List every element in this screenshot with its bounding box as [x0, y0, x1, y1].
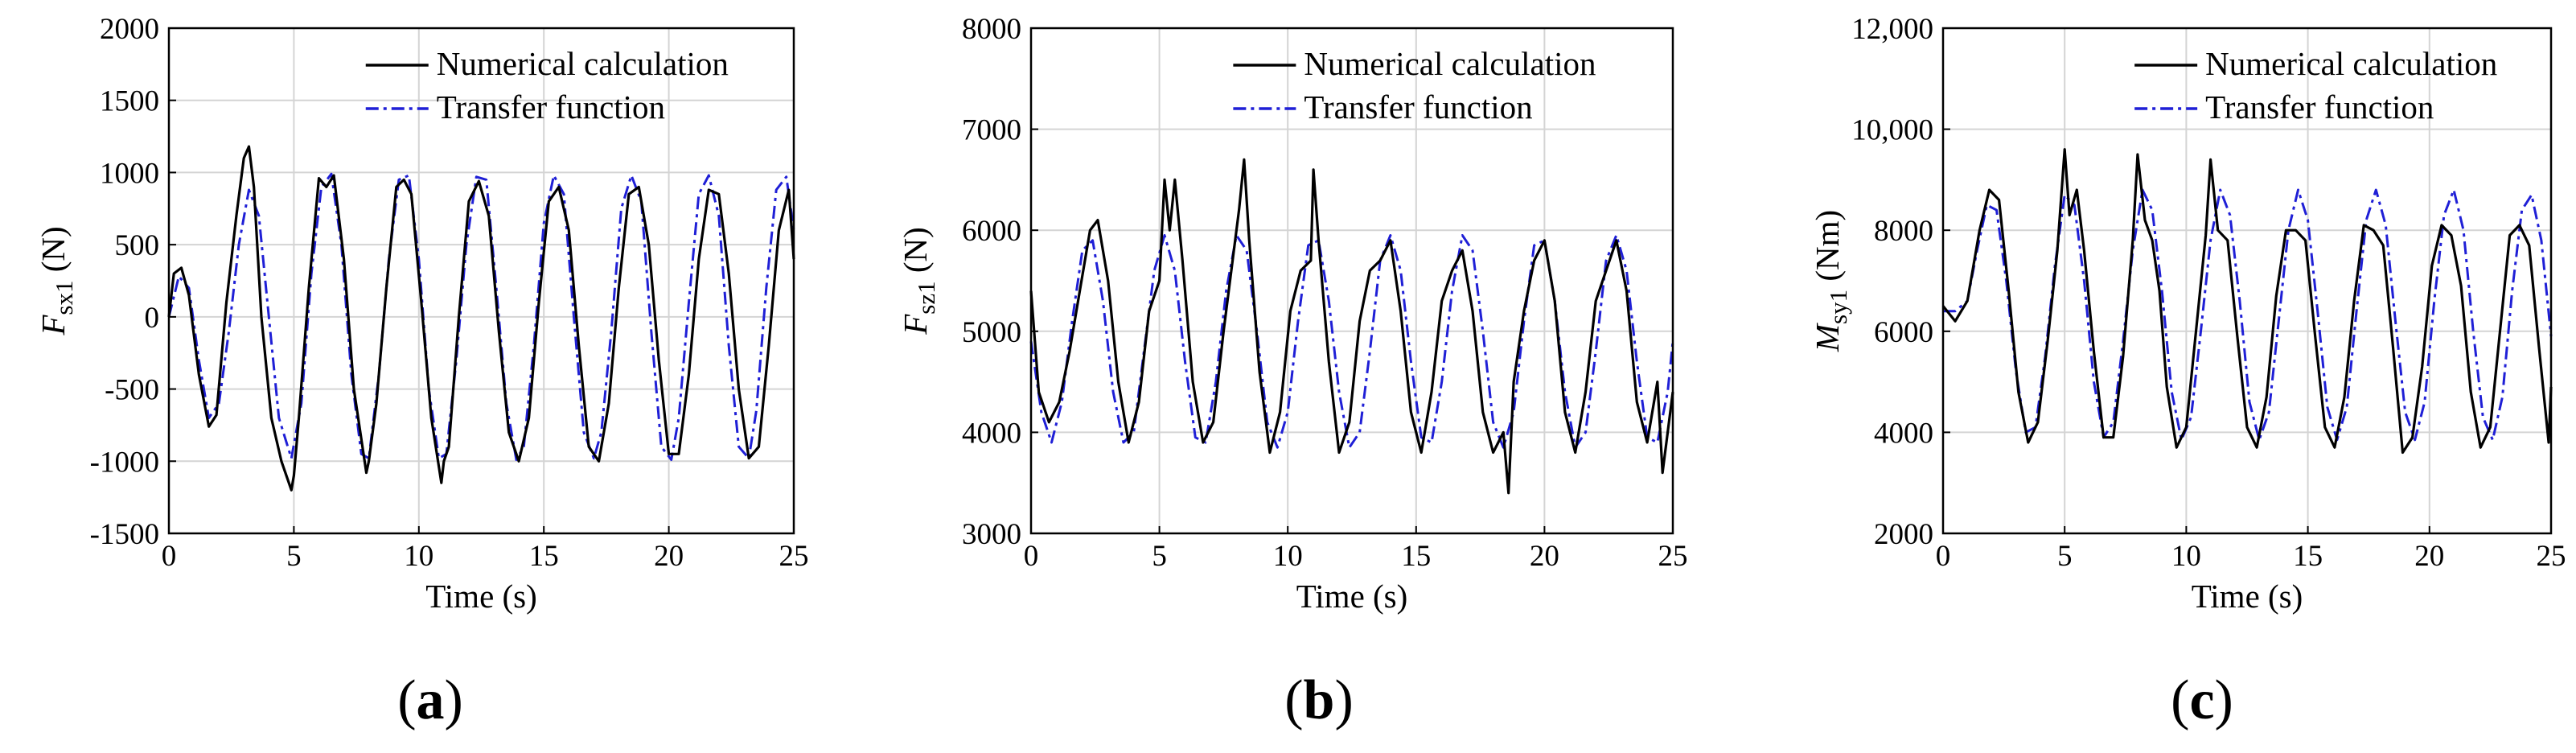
y-tick-label: 4000 — [962, 417, 1021, 450]
y-axis-label-unit: (Nm) — [1809, 210, 1846, 290]
y-tick-label: -1500 — [90, 518, 159, 551]
x-tick-label: 15 — [529, 540, 559, 573]
plot-frame — [1029, 27, 1674, 535]
chart-panel-b: 0 5 10 15 20 25 3000 4000 5000 6000 7000 8000 Time (… — [897, 13, 1688, 615]
y-axis-label-symbol: M — [1809, 322, 1846, 352]
x-tick-label: 10 — [1273, 540, 1303, 573]
series-line-numerical-calculation — [1941, 148, 2553, 455]
legend-label-numerical-calculation: Numerical calculation — [437, 45, 729, 82]
y-tick-label: 6000 — [1874, 316, 1933, 349]
panel-label-b: (b) — [1284, 669, 1354, 731]
legend-label-numerical-calculation: Numerical calculation — [2205, 45, 2497, 82]
y-axis-label: Fsz1 (N) — [897, 227, 940, 335]
panel-label-letter: c — [2189, 669, 2214, 731]
y-tick-label: 2000 — [100, 13, 159, 46]
x-tick-label: 15 — [1401, 540, 1431, 573]
x-tick-label: 5 — [1152, 540, 1167, 573]
x-tick-label: 20 — [2414, 540, 2444, 573]
y-tick-label: 4000 — [1874, 417, 1933, 450]
legend-label-numerical-calculation: Numerical calculation — [1304, 45, 1596, 82]
x-tick-label: 0 — [1024, 540, 1039, 573]
y-tick-label: 12,000 — [1851, 13, 1933, 46]
plot-frame — [167, 27, 795, 535]
series-line-transfer-function — [167, 172, 795, 461]
y-tick-label: 8000 — [962, 13, 1021, 46]
y-tick-label: 7000 — [962, 114, 1021, 147]
x-tick-label: 25 — [2537, 540, 2566, 573]
x-axis-label: Time (s) — [425, 578, 537, 615]
y-axis-label: Fsx1 (N) — [35, 226, 78, 335]
y-axis-label: Msy1 (Nm) — [1809, 210, 1852, 352]
chart-panel-a: 0 5 10 15 20 25 -1500 -1000 -500 0 500 1000 1500 2000… — [35, 13, 809, 615]
y-axis-label-subscript: sz1 — [912, 281, 940, 314]
panel-label-c: (c) — [2171, 669, 2233, 731]
y-tick-label: 5000 — [962, 316, 1021, 349]
panel-label-open: ( — [397, 669, 416, 731]
panel-label-open: ( — [1284, 669, 1303, 731]
panel-label-letter: a — [417, 669, 445, 731]
x-axis-label: Time (s) — [1296, 578, 1408, 615]
plot-frame — [1941, 27, 2553, 535]
y-axis-label-subscript: sx1 — [50, 281, 78, 315]
y-tick-label: 0 — [145, 302, 160, 335]
panel-label-close: ) — [2215, 669, 2233, 731]
panel-label-open: ( — [2171, 669, 2189, 731]
legend-label-transfer-function: Transfer function — [1304, 88, 1532, 126]
y-tick-label: 1500 — [100, 85, 159, 118]
legend-label-transfer-function: Transfer function — [2205, 88, 2434, 126]
x-tick-label: 20 — [654, 540, 684, 573]
x-tick-label: 0 — [1936, 540, 1951, 573]
y-tick-label: 8000 — [1874, 215, 1933, 248]
x-tick-label: 10 — [2171, 540, 2201, 573]
panel-label-close: ) — [445, 669, 463, 731]
y-tick-label: 3000 — [962, 518, 1021, 551]
series-line-numerical-calculation — [1029, 158, 1674, 495]
y-axis-label-symbol: F — [35, 315, 72, 336]
x-tick-label: 0 — [162, 540, 177, 573]
series-line-numerical-calculation — [167, 145, 795, 492]
x-axis-label: Time (s) — [2192, 578, 2303, 615]
y-tick-label: 6000 — [962, 215, 1021, 248]
x-tick-label: 10 — [404, 540, 433, 573]
y-tick-label: 10,000 — [1851, 114, 1933, 147]
y-tick-label: -1000 — [90, 446, 159, 479]
y-tick-label: 2000 — [1874, 518, 1933, 551]
series-line-transfer-function — [1943, 188, 2553, 442]
x-tick-label: 5 — [286, 540, 302, 573]
x-tick-label: 25 — [779, 540, 809, 573]
panel-label-close: ) — [1334, 669, 1353, 731]
y-tick-label: -500 — [105, 374, 159, 407]
y-axis-label-unit: (N) — [35, 226, 72, 280]
panel-label-letter: b — [1304, 669, 1335, 731]
y-axis-label-unit: (N) — [897, 227, 934, 281]
y-axis-label-symbol: F — [897, 314, 934, 335]
panel-label-a: (a) — [397, 669, 463, 731]
y-axis-label-subscript: sy1 — [1824, 290, 1852, 324]
x-tick-label: 15 — [2293, 540, 2323, 573]
y-tick-label: 500 — [115, 229, 160, 262]
y-tick-label: 1000 — [100, 157, 159, 190]
x-tick-label: 20 — [1530, 540, 1559, 573]
x-tick-label: 5 — [2057, 540, 2073, 573]
x-tick-label: 25 — [1658, 540, 1688, 573]
series-line-transfer-function — [1029, 234, 1674, 449]
chart-panel-c: 0 5 10 15 20 25 2000 4000 6000 8000 10,000 12,000 Ti… — [1809, 13, 2566, 615]
legend-label-transfer-function: Transfer function — [437, 88, 665, 126]
